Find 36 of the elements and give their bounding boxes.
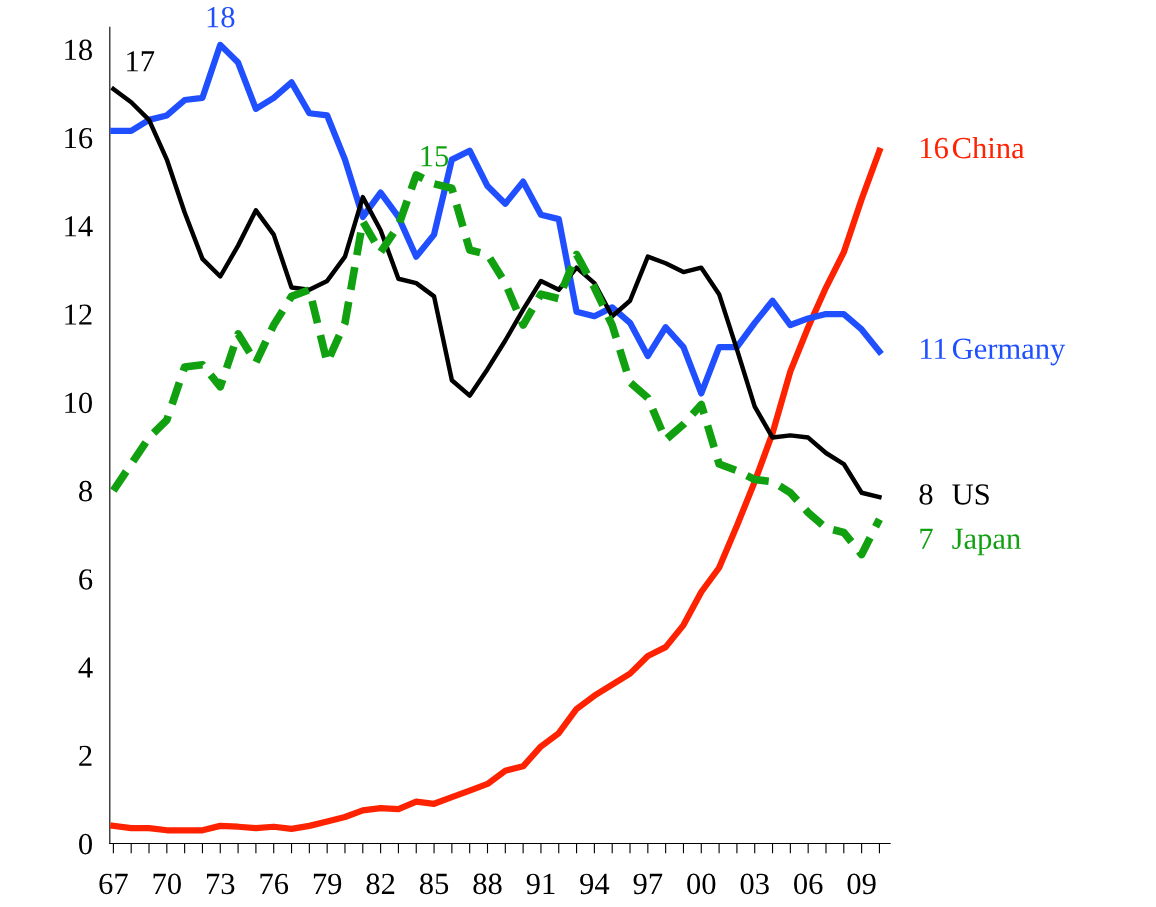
- data-label: 7: [920, 528, 933, 549]
- y-tick-label: 8: [79, 480, 92, 502]
- x-tick-label: 70: [153, 873, 181, 895]
- y-tick-label: 4: [78, 657, 93, 678]
- y-tick-label: 12: [65, 304, 92, 325]
- x-tick-label: 97: [633, 873, 663, 895]
- data-label: 16: [921, 137, 948, 159]
- data-label: 18: [207, 6, 235, 28]
- x-tick-label: 88: [473, 873, 502, 895]
- text: Japan: [952, 528, 1021, 556]
- x-tick-label: 85: [419, 873, 449, 895]
- x-tick-label: 67: [99, 873, 128, 895]
- text: US: [952, 484, 989, 505]
- x-tick-label: 94: [580, 873, 610, 895]
- text: China: [952, 136, 1025, 159]
- x-tick-label: 09: [847, 873, 876, 895]
- y-tick-label: 6: [79, 569, 93, 590]
- x-tick-label: 79: [313, 873, 342, 895]
- x-tick-label: 03: [740, 873, 769, 895]
- text: Germany: [952, 338, 1066, 366]
- x-tick-label: 82: [366, 873, 395, 895]
- data-label: 8: [919, 484, 933, 505]
- y-tick-label: 14: [65, 216, 93, 237]
- y-tick-label: 16: [65, 127, 93, 149]
- y-tick-label: 10: [65, 392, 92, 414]
- data-label: 17: [127, 51, 155, 72]
- x-tick-label: 76: [260, 873, 289, 895]
- x-tick-label: 00: [687, 873, 716, 895]
- x-tick-label: 06: [794, 873, 823, 895]
- data-label: 11: [921, 338, 946, 359]
- y-tick-label: 18: [65, 39, 92, 61]
- data-label: 15: [421, 146, 449, 167]
- y-tick-label: 2: [79, 745, 92, 766]
- y-tick-label: 0: [79, 833, 92, 855]
- x-tick-label: 73: [207, 873, 235, 895]
- x-tick-label: 91: [526, 873, 555, 895]
